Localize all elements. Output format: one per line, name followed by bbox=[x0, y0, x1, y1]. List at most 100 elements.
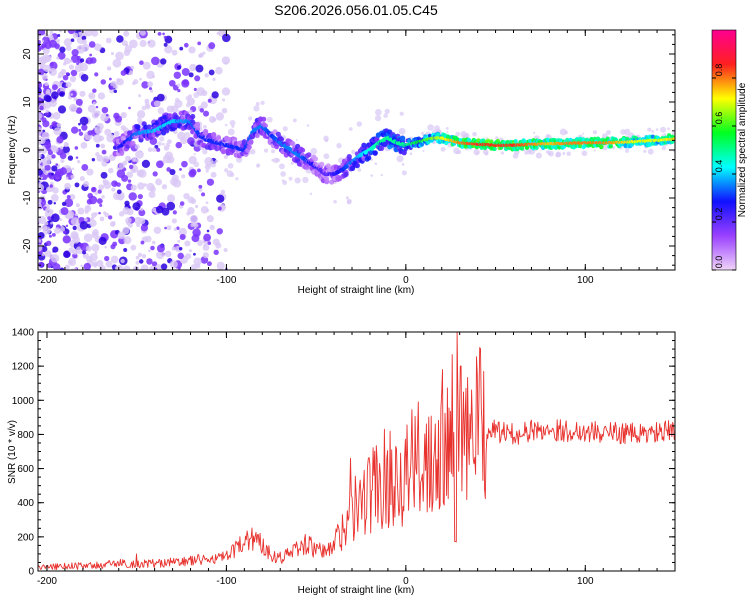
noise-point bbox=[169, 260, 178, 269]
noise-point bbox=[44, 221, 49, 226]
noise-point bbox=[42, 129, 46, 133]
noise-point bbox=[139, 30, 146, 36]
noise-point bbox=[180, 136, 188, 145]
noise-point bbox=[130, 184, 137, 191]
noise-point bbox=[169, 168, 176, 176]
colorbar-tick-label: 0.4 bbox=[714, 160, 724, 173]
noise-point bbox=[224, 168, 229, 173]
noise-point bbox=[81, 39, 87, 45]
noise-point bbox=[181, 79, 190, 88]
noise-point bbox=[57, 34, 61, 37]
noise-point bbox=[127, 222, 133, 228]
noise-point bbox=[150, 245, 155, 251]
noise-point bbox=[199, 52, 204, 58]
noise-point bbox=[38, 112, 43, 119]
noise-point bbox=[185, 96, 190, 101]
noise-point bbox=[663, 133, 667, 137]
ridge-point bbox=[366, 155, 372, 161]
noise-point bbox=[131, 168, 136, 174]
noise-point bbox=[116, 35, 124, 43]
noise-point bbox=[135, 158, 140, 163]
noise-point bbox=[144, 101, 150, 107]
ridge-point bbox=[568, 137, 573, 142]
snr-frame bbox=[37, 331, 676, 572]
noise-point bbox=[38, 217, 41, 224]
noise-point bbox=[181, 174, 186, 179]
noise-point bbox=[266, 116, 273, 123]
noise-point bbox=[54, 43, 60, 49]
noise-point bbox=[74, 213, 78, 217]
noise-point bbox=[77, 207, 85, 215]
noise-point bbox=[401, 170, 407, 176]
noise-point bbox=[374, 162, 378, 166]
noise-point bbox=[62, 235, 71, 244]
noise-point bbox=[83, 233, 93, 242]
noise-point bbox=[123, 49, 131, 57]
noise-point bbox=[260, 100, 265, 105]
noise-point bbox=[102, 155, 110, 163]
noise-point bbox=[167, 194, 176, 203]
noise-point bbox=[500, 151, 505, 155]
spectrogram-y-axis-label: Frequency (Hz) bbox=[7, 116, 18, 185]
noise-point bbox=[81, 164, 89, 171]
noise-point bbox=[44, 141, 52, 149]
noise-point bbox=[44, 42, 52, 50]
noise-point bbox=[212, 77, 216, 81]
noise-point bbox=[127, 179, 132, 183]
noise-point bbox=[42, 156, 51, 166]
noise-point bbox=[204, 163, 211, 170]
noise-point bbox=[270, 149, 275, 154]
noise-point bbox=[188, 72, 194, 78]
noise-point bbox=[193, 92, 199, 99]
noise-point bbox=[221, 87, 231, 96]
noise-point bbox=[138, 209, 146, 217]
noise-point bbox=[80, 264, 83, 268]
y-tick-label: 20 bbox=[22, 48, 33, 60]
noise-point bbox=[282, 126, 288, 132]
noise-point bbox=[151, 147, 157, 153]
noise-point bbox=[661, 145, 667, 151]
noise-point bbox=[199, 108, 205, 113]
noise-point bbox=[160, 58, 167, 65]
noise-point bbox=[139, 77, 142, 81]
noise-point bbox=[224, 123, 228, 127]
noise-point bbox=[94, 191, 98, 196]
noise-point bbox=[253, 105, 260, 112]
noise-point bbox=[148, 249, 151, 253]
noise-point bbox=[138, 259, 144, 264]
ridge-point bbox=[246, 144, 252, 150]
noise-point bbox=[64, 182, 71, 190]
noise-point bbox=[74, 146, 79, 150]
noise-point bbox=[176, 226, 180, 230]
noise-point bbox=[163, 145, 170, 151]
noise-point bbox=[59, 218, 63, 222]
noise-point bbox=[57, 51, 66, 60]
noise-point bbox=[48, 234, 52, 238]
noise-point bbox=[133, 79, 139, 85]
noise-point bbox=[302, 176, 309, 184]
noise-point bbox=[97, 189, 102, 194]
noise-point bbox=[215, 242, 222, 249]
noise-point bbox=[122, 226, 130, 235]
noise-point bbox=[132, 157, 137, 162]
noise-point bbox=[59, 267, 65, 270]
noise-point bbox=[87, 104, 96, 113]
ridge-point bbox=[164, 128, 170, 134]
noise-point bbox=[162, 32, 165, 36]
noise-point bbox=[66, 152, 70, 155]
noise-point bbox=[79, 176, 85, 182]
noise-point bbox=[40, 147, 48, 154]
ridge-point bbox=[672, 137, 675, 141]
colorbar: 0.0 0.2 0.4 0.6 0.8 Normalized spectral ampl… bbox=[711, 29, 748, 271]
noise-point bbox=[47, 199, 53, 205]
noise-point bbox=[445, 127, 449, 130]
ridge-point bbox=[248, 139, 254, 145]
noise-point bbox=[175, 141, 182, 149]
noise-point bbox=[345, 196, 349, 200]
x-tick-label: 0 bbox=[403, 275, 409, 286]
noise-point bbox=[288, 176, 293, 181]
noise-point bbox=[421, 131, 425, 135]
noise-point bbox=[566, 151, 571, 157]
